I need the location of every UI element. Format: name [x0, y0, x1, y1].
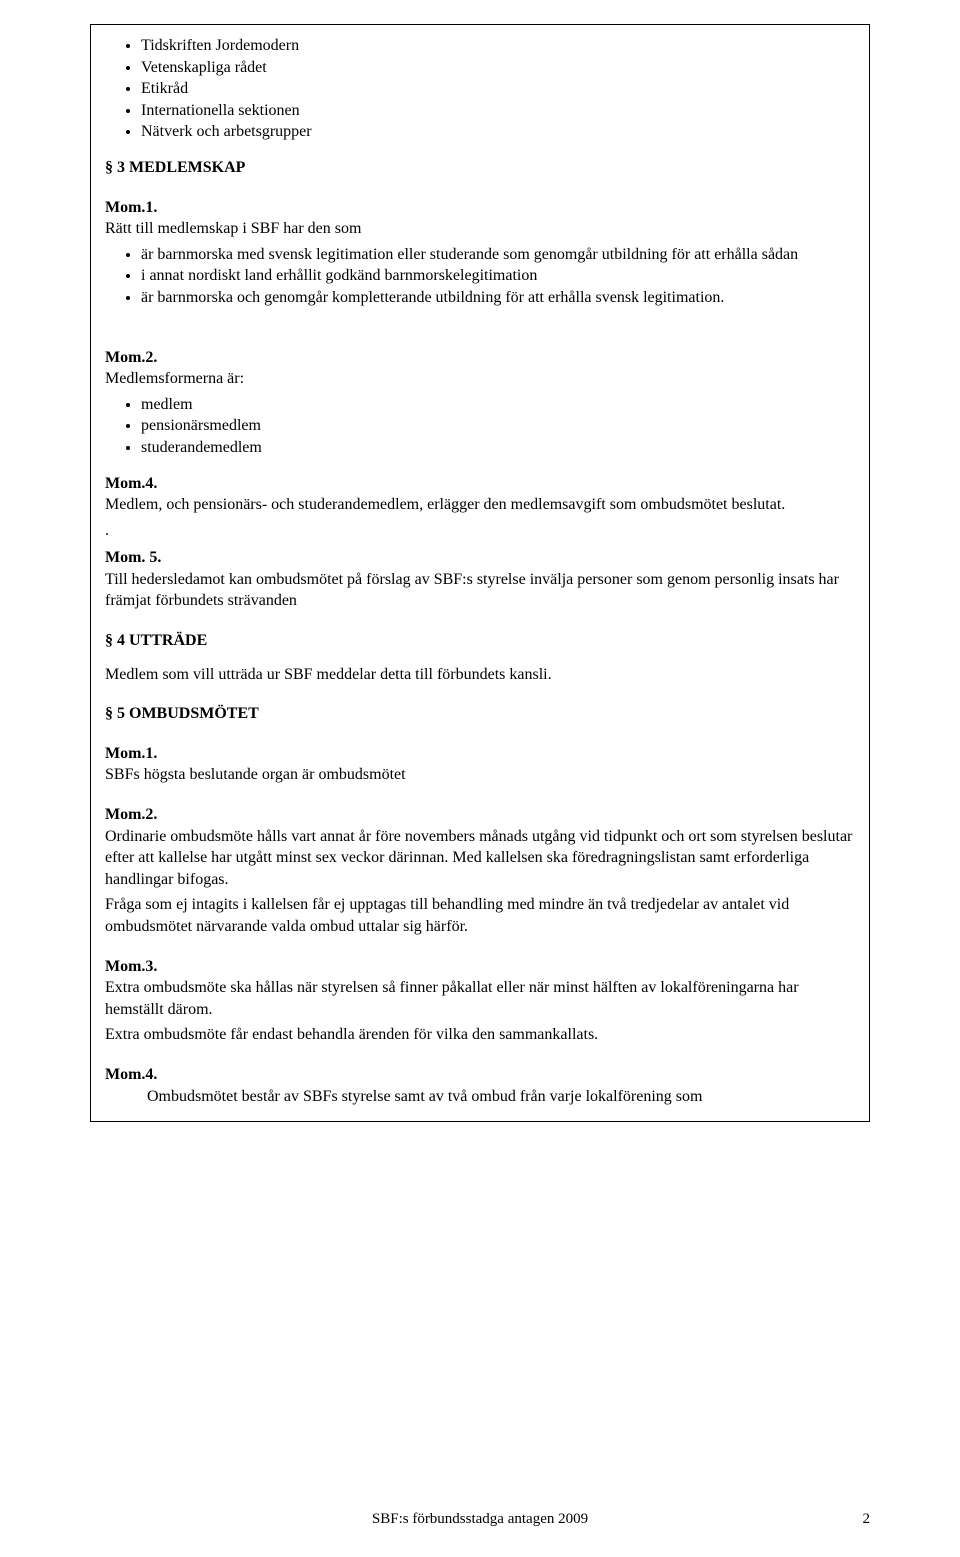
list-item: studerandemedlem — [141, 437, 855, 459]
list-item: Tidskriften Jordemodern — [141, 35, 855, 57]
list-item: Nätverk och arbetsgrupper — [141, 121, 855, 143]
s5-mom2-p1: Ordinarie ombudsmöte hålls vart annat år… — [105, 826, 855, 891]
list-item: Vetenskapliga rådet — [141, 57, 855, 79]
mom1-list: är barnmorska med svensk legitimation el… — [105, 244, 855, 309]
section-5-title: § 5 OMBUDSMÖTET — [105, 703, 855, 725]
list-item: Etikråd — [141, 78, 855, 100]
mom4-text: Medlem, och pensionärs- och studerandeme… — [105, 494, 855, 516]
list-item: är barnmorska och genomgår kompletterand… — [141, 287, 855, 309]
s5-mom2-label: Mom.2. — [105, 804, 855, 826]
content-frame: Tidskriften Jordemodern Vetenskapliga rå… — [90, 24, 870, 1122]
mom4-dot: . — [105, 520, 855, 542]
s5-mom2-p2: Fråga som ej intagits i kallelsen får ej… — [105, 894, 855, 937]
document-page: Tidskriften Jordemodern Vetenskapliga rå… — [0, 0, 960, 1557]
mom1-label: Mom.1. — [105, 197, 855, 219]
top-bullet-list: Tidskriften Jordemodern Vetenskapliga rå… — [105, 35, 855, 143]
mom5-label: Mom. 5. — [105, 547, 855, 569]
list-item: är barnmorska med svensk legitimation el… — [141, 244, 855, 266]
s5-mom4-label: Mom.4. — [105, 1064, 855, 1086]
s4-text: Medlem som vill utträda ur SBF meddelar … — [105, 664, 855, 686]
mom2-intro: Medlemsformerna är: — [105, 368, 855, 390]
page-footer: SBF:s förbundsstadga antagen 2009 — [0, 1509, 960, 1529]
mom2-label: Mom.2. — [105, 347, 855, 369]
s5-mom4-text: Ombudsmötet består av SBFs styrelse samt… — [105, 1086, 855, 1108]
s5-mom1-label: Mom.1. — [105, 743, 855, 765]
list-item: Internationella sektionen — [141, 100, 855, 122]
section-3-title: § 3 MEDLEMSKAP — [105, 157, 855, 179]
list-item: medlem — [141, 394, 855, 416]
mom2-list: medlem pensionärsmedlem studerandemedlem — [105, 394, 855, 459]
s5-mom3-label: Mom.3. — [105, 956, 855, 978]
mom5-text: Till hedersledamot kan ombudsmötet på fö… — [105, 569, 855, 612]
s5-mom3-p1: Extra ombudsmöte ska hållas när styrelse… — [105, 977, 855, 1020]
s5-mom3-p2: Extra ombudsmöte får endast behandla äre… — [105, 1024, 855, 1046]
section-4-title: § 4 UTTRÄDE — [105, 630, 855, 652]
s5-mom1-text: SBFs högsta beslutande organ är ombudsmö… — [105, 764, 855, 786]
list-item: pensionärsmedlem — [141, 415, 855, 437]
mom1-intro: Rätt till medlemskap i SBF har den som — [105, 218, 855, 240]
list-item: i annat nordiskt land erhållit godkänd b… — [141, 265, 855, 287]
page-number: 2 — [863, 1509, 871, 1529]
mom4-label: Mom.4. — [105, 473, 855, 495]
